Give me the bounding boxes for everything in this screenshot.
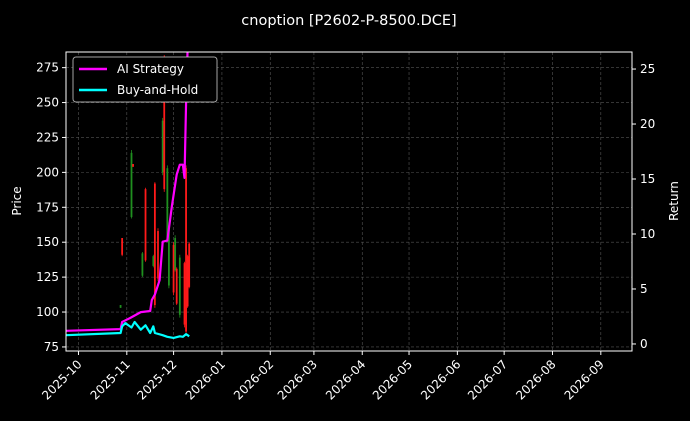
candle-body [152,256,155,266]
y-tick-label: 225 [36,130,59,144]
candle-body [188,243,191,287]
candle-body [163,57,166,190]
candle-body [185,168,187,332]
y-tick-label: 275 [36,61,59,75]
x-tick-label: 2026-03 [275,357,320,402]
legend-label-buy-and-hold: Buy-and-Hold [117,83,198,97]
y-tick-label: 200 [36,165,59,179]
legend: AI Strategy Buy-and-Hold [72,56,218,103]
candle-body [144,189,147,261]
x-tick-label: 2026-06 [418,357,463,402]
series-line-ai-strategy [66,52,189,332]
x-tick-label: 2025-12 [134,357,179,402]
candle-body [172,245,175,293]
candle-body [178,257,181,315]
y2-tick-label: 10 [640,227,655,241]
x-tick-label: 2025-10 [39,357,84,402]
x-tick-label: 2026-02 [231,357,276,402]
candle-body [183,263,186,325]
candle-body [130,152,133,218]
series-line-buy-and-hold [66,320,190,339]
series-lines [66,52,190,339]
y2-tick-label: 20 [640,117,655,131]
y2-tick-label: 0 [640,337,648,351]
candle-body [157,231,159,279]
candle-body [153,183,156,306]
x-tick-label: 2026-05 [370,357,415,402]
x-tick-label: 2026-01 [183,357,228,402]
y2-tick-label: 15 [640,172,655,186]
legend-label-ai-strategy: AI Strategy [117,62,184,76]
candle-body [161,120,164,173]
x-tick-label: 2026-09 [562,357,607,402]
candle-body [141,253,144,276]
candle-body [121,238,124,255]
plot-frame [65,51,633,352]
x-tick-label: 2026-04 [323,357,368,402]
y2-axis-label: Return [667,181,681,221]
y-tick-label: 125 [36,270,59,284]
candle-body [166,168,169,240]
y-tick-label: 75 [44,340,59,354]
candle-body [186,256,189,307]
legend-box [72,56,218,103]
candle-body [175,268,178,304]
candles [119,55,191,335]
x-tick-label: 2026-07 [465,357,510,402]
x-tick-label: 2025-11 [88,357,133,402]
y2-tick-label: 25 [640,62,655,76]
y-tick-label: 250 [36,96,59,110]
y2-tick-label: 5 [640,282,648,296]
grid [66,52,632,351]
chart-title: cnoption [P2602-P-8500.DCE] [241,13,456,29]
candle-body [168,225,170,286]
candle-body [174,238,177,271]
x-tick-label: 2026-08 [513,357,558,402]
candle-body [132,164,134,167]
y-tick-label: 150 [36,235,59,249]
y-axis-label: Price [10,186,24,215]
y-tick-label: 175 [36,200,59,214]
y-tick-label: 100 [36,305,59,319]
candle-body [119,305,122,308]
